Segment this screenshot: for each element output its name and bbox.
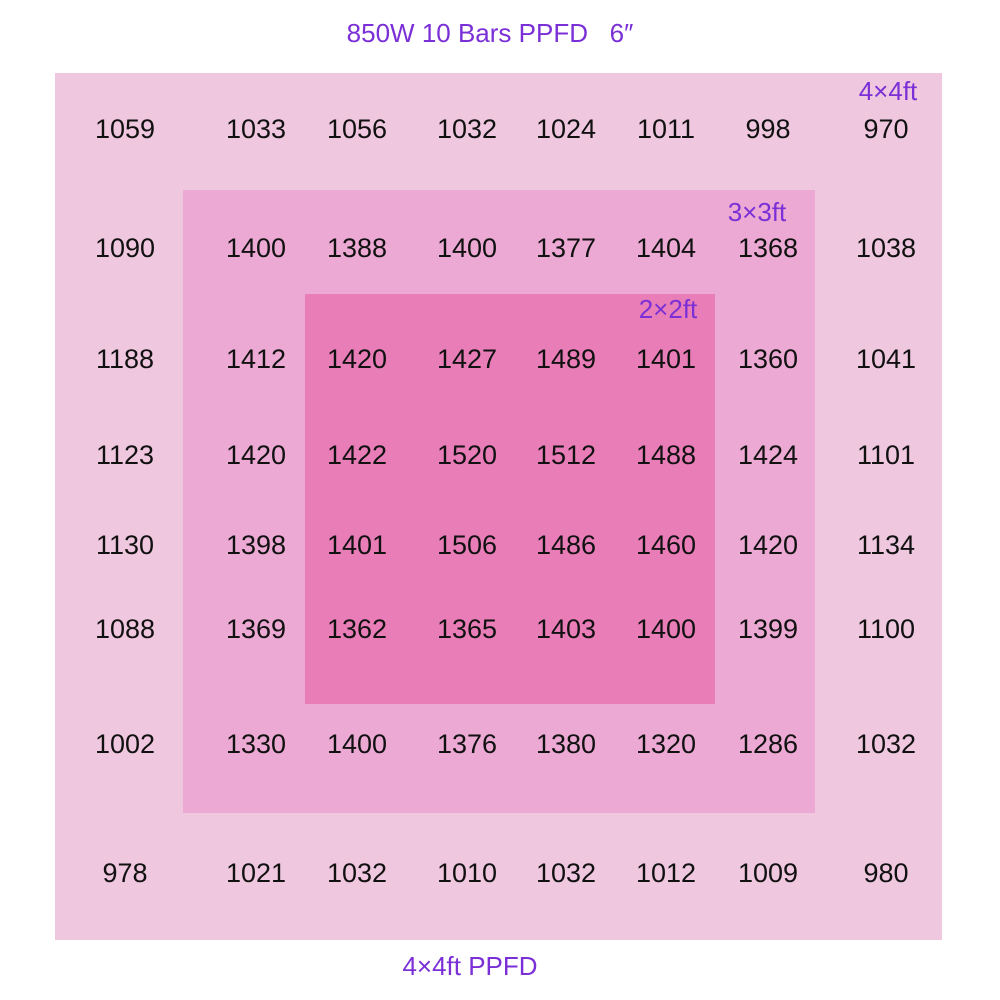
ppfd-value: 998 xyxy=(745,114,790,144)
ppfd-value: 1368 xyxy=(738,233,798,263)
ppfd-value: 1320 xyxy=(636,729,696,759)
ppfd-value: 1056 xyxy=(327,114,387,144)
ppfd-value: 1512 xyxy=(536,440,596,470)
ppfd-value: 1422 xyxy=(327,440,387,470)
zone-label: 2×2ft xyxy=(639,294,698,324)
ppfd-value: 1377 xyxy=(536,233,596,263)
ppfd-value: 1520 xyxy=(437,440,497,470)
ppfd-value: 970 xyxy=(863,114,908,144)
ppfd-value: 1380 xyxy=(536,729,596,759)
ppfd-value: 978 xyxy=(102,858,147,888)
ppfd-value: 1420 xyxy=(327,344,387,374)
ppfd-value: 1460 xyxy=(636,530,696,560)
ppfd-value: 1388 xyxy=(327,233,387,263)
ppfd-value: 1420 xyxy=(226,440,286,470)
ppfd-value: 1401 xyxy=(636,344,696,374)
ppfd-value: 1010 xyxy=(437,858,497,888)
title: 850W 10 Bars PPFD 6″ xyxy=(347,18,634,48)
ppfd-value: 1134 xyxy=(857,530,915,560)
ppfd-value: 1506 xyxy=(437,530,497,560)
ppfd-value: 1400 xyxy=(327,729,387,759)
ppfd-value: 1059 xyxy=(95,114,155,144)
ppfd-value: 1090 xyxy=(95,233,155,263)
ppfd-value: 1412 xyxy=(226,344,286,374)
ppfd-value: 1002 xyxy=(95,729,155,759)
ppfd-value: 1130 xyxy=(96,530,154,560)
ppfd-value: 1021 xyxy=(226,858,286,888)
ppfd-value: 1100 xyxy=(857,614,915,644)
ppfd-value: 1123 xyxy=(96,440,154,470)
ppfd-value: 1489 xyxy=(536,344,596,374)
ppfd-value: 1009 xyxy=(738,858,798,888)
zone-label: 3×3ft xyxy=(728,197,787,227)
ppfd-value: 1032 xyxy=(327,858,387,888)
ppfd-value: 1360 xyxy=(738,344,798,374)
ppfd-value: 1286 xyxy=(738,729,798,759)
ppfd-value: 1041 xyxy=(856,344,916,374)
ppfd-value: 1101 xyxy=(857,440,915,470)
ppfd-value: 1011 xyxy=(637,114,695,144)
ppfd-value: 1188 xyxy=(96,344,154,374)
ppfd-value: 1365 xyxy=(437,614,497,644)
ppfd-value: 1400 xyxy=(437,233,497,263)
ppfd-value: 1038 xyxy=(856,233,916,263)
ppfd-value: 1424 xyxy=(738,440,798,470)
ppfd-value: 1088 xyxy=(95,614,155,644)
ppfd-value: 1032 xyxy=(536,858,596,888)
ppfd-value: 1012 xyxy=(636,858,696,888)
ppfd-value: 1398 xyxy=(226,530,286,560)
ppfd-value: 1369 xyxy=(226,614,286,644)
ppfd-value: 1376 xyxy=(437,729,497,759)
ppfd-value: 1033 xyxy=(226,114,286,144)
ppfd-value: 1488 xyxy=(636,440,696,470)
ppfd-value: 1427 xyxy=(437,344,497,374)
ppfd-value: 1420 xyxy=(738,530,798,560)
ppfd-value: 1032 xyxy=(856,729,916,759)
ppfd-value: 1330 xyxy=(226,729,286,759)
ppfd-value: 1362 xyxy=(327,614,387,644)
ppfd-value: 1399 xyxy=(738,614,798,644)
ppfd-value: 1024 xyxy=(536,114,596,144)
ppfd-value: 1403 xyxy=(536,614,596,644)
zone-label: 4×4ft xyxy=(859,76,918,106)
footer: 4×4ft PPFD xyxy=(402,951,537,981)
ppfd-value: 980 xyxy=(863,858,908,888)
ppfd-value: 1404 xyxy=(636,233,696,263)
ppfd-value: 1486 xyxy=(536,530,596,560)
zone-2x2 xyxy=(305,294,715,704)
ppfd-value: 1400 xyxy=(636,614,696,644)
ppfd-value: 1401 xyxy=(327,530,387,560)
ppfd-value: 1400 xyxy=(226,233,286,263)
ppfd-grid: 1059 1033 1056 1032 1024 1011 998 970 1090 1400 13… xyxy=(95,114,916,888)
ppfd-value: 1032 xyxy=(437,114,497,144)
